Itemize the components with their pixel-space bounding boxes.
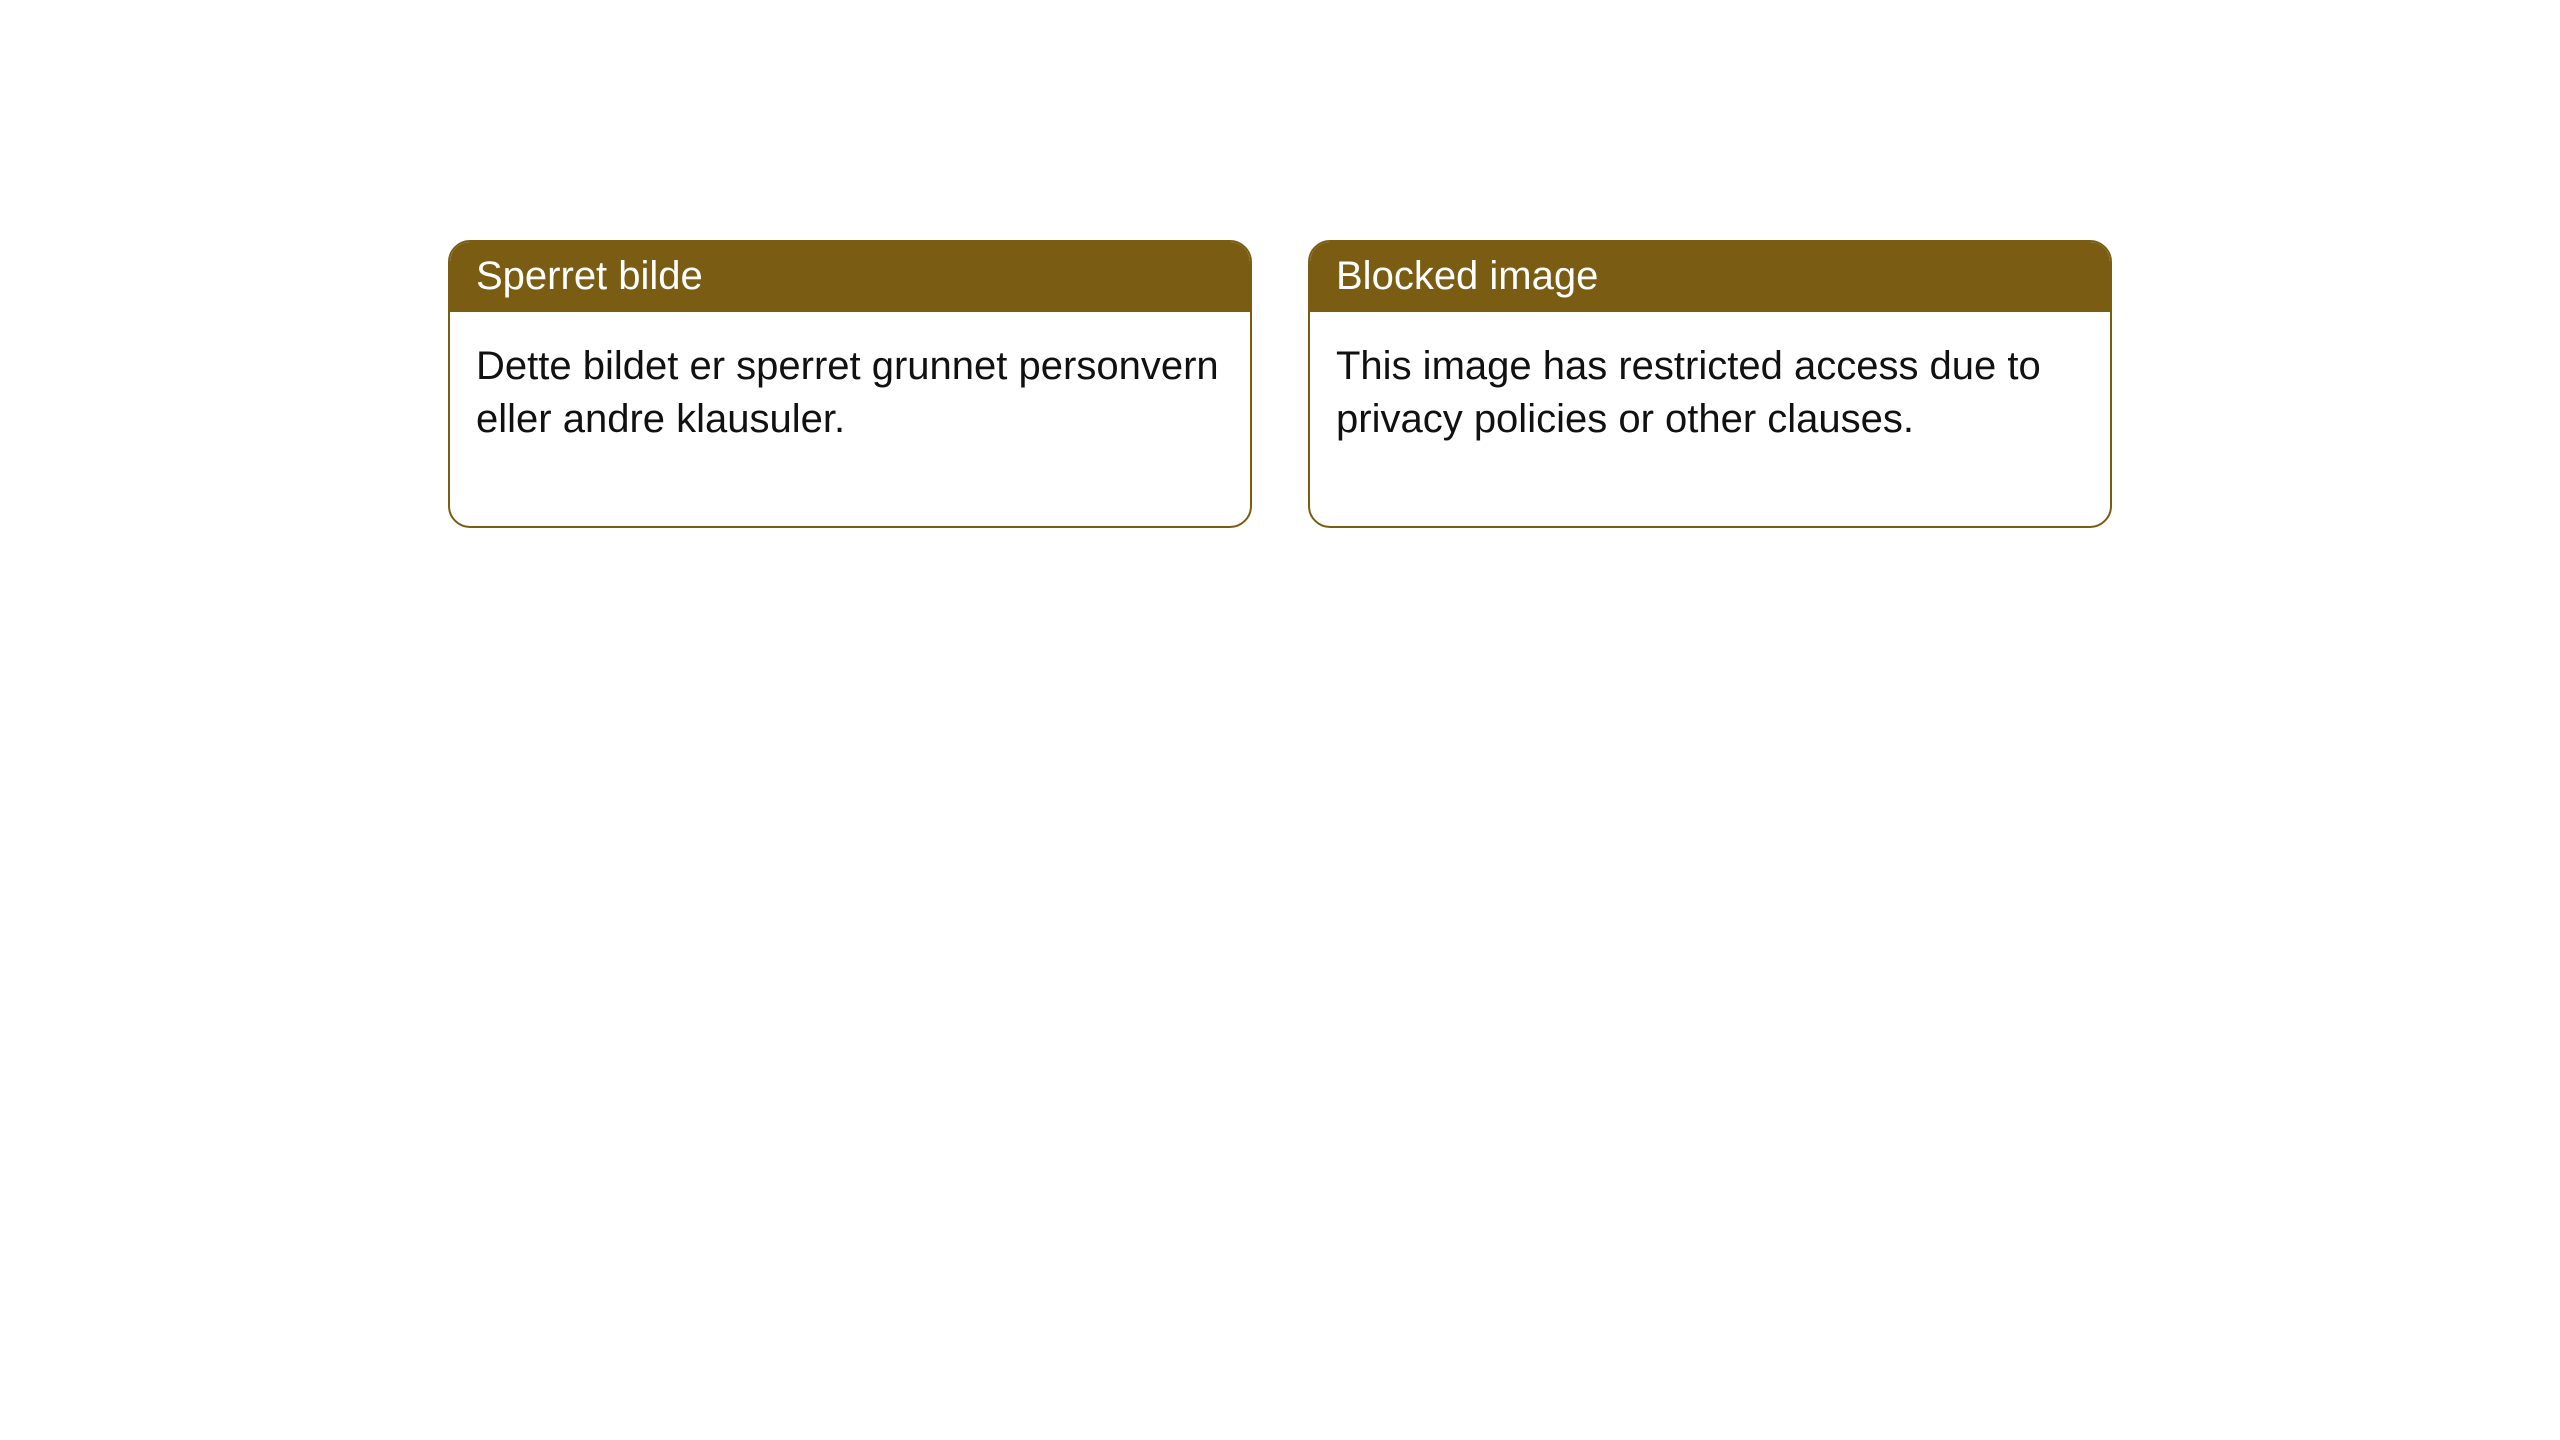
- notice-title-norwegian: Sperret bilde: [450, 242, 1250, 312]
- notice-body-english: This image has restricted access due to …: [1310, 312, 2110, 526]
- notice-container: Sperret bilde Dette bildet er sperret gr…: [0, 0, 2560, 528]
- notice-body-norwegian: Dette bildet er sperret grunnet personve…: [450, 312, 1250, 526]
- notice-card-english: Blocked image This image has restricted …: [1308, 240, 2112, 528]
- notice-title-english: Blocked image: [1310, 242, 2110, 312]
- notice-card-norwegian: Sperret bilde Dette bildet er sperret gr…: [448, 240, 1252, 528]
